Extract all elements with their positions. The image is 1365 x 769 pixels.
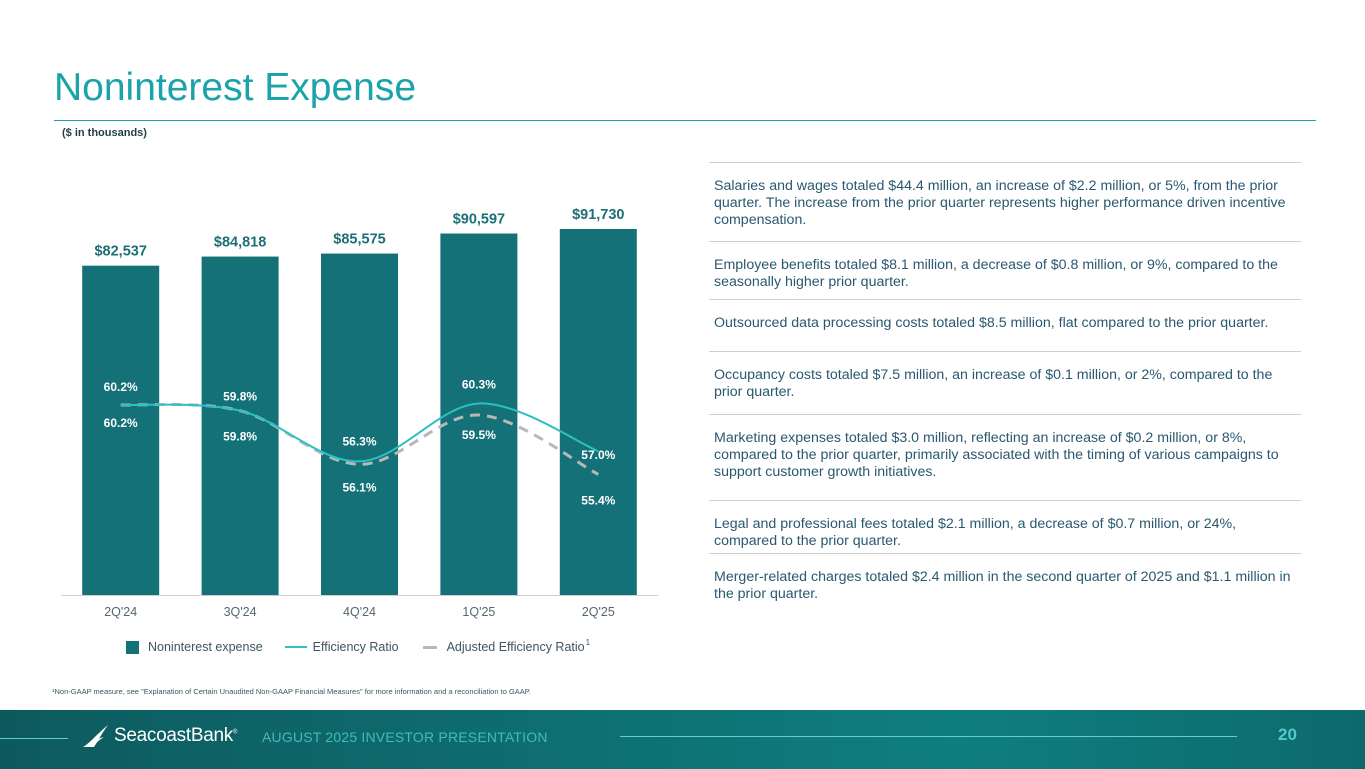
footer-line-left xyxy=(0,738,68,739)
efficiency-point-label: 60.3% xyxy=(462,377,496,391)
efficiency-point-label: 57.0% xyxy=(581,448,615,462)
adjusted-point-label: 59.5% xyxy=(462,428,496,442)
footnote: ¹Non-GAAP measure, see "Explanation of C… xyxy=(52,687,531,696)
x-tick-label: 2Q'25 xyxy=(582,605,615,619)
units-subtitle: ($ in thousands) xyxy=(62,127,147,139)
commentary-item: Employee benefits totaled $8.1 million, … xyxy=(709,241,1301,299)
adjusted-point-label: 59.8% xyxy=(223,430,257,444)
commentary-item: Marketing expenses totaled $3.0 million,… xyxy=(709,414,1301,500)
expense-chart: $82,537 2Q'24 $84,818 3Q'24 $85,575 4Q'24 $90,… xyxy=(61,207,658,619)
legend-swatch-dashed xyxy=(422,645,437,649)
adjusted-point-label: 55.4% xyxy=(581,493,615,507)
legend-label-adjusted: Adjusted Efficiency Ratio xyxy=(446,640,585,654)
seagull-logo-icon xyxy=(83,725,108,747)
bar-value-label: $90,597 xyxy=(453,212,505,228)
bar-1 xyxy=(82,265,160,595)
legend-swatch-line xyxy=(284,646,307,648)
title-divider xyxy=(54,120,1316,121)
brand-name: SeacoastBank® xyxy=(114,725,238,746)
x-tick-label: 3Q'24 xyxy=(224,605,257,619)
legend-label-efficiency: Efficiency Ratio xyxy=(312,640,399,654)
bar-value-label: $85,575 xyxy=(333,232,385,248)
bar-3 xyxy=(321,253,398,595)
efficiency-point-label: 56.3% xyxy=(342,434,376,448)
efficiency-point-label: 59.8% xyxy=(223,390,257,404)
commentary-item: Salaries and wages totaled $44.4 million… xyxy=(709,162,1301,241)
adjusted-point-label: 60.2% xyxy=(104,416,138,430)
commentary-item: Outsourced data processing costs totaled… xyxy=(709,299,1301,351)
legend-item-adjusted: Adjusted Efficiency Ratio 1 xyxy=(421,637,591,654)
commentary-item: Legal and professional fees totaled $2.1… xyxy=(709,500,1301,553)
bar-2 xyxy=(201,256,279,595)
legend-swatch-bars xyxy=(126,640,139,654)
brand-logo: SeacoastBank® xyxy=(82,723,237,749)
commentary-item: Occupancy costs totaled $7.5 million, an… xyxy=(709,351,1301,414)
bar-value-label: $84,818 xyxy=(214,235,266,251)
bar-value-label: $91,730 xyxy=(572,207,624,223)
adjusted-point-label: 56.1% xyxy=(342,480,376,494)
footer-line-right xyxy=(620,736,1237,737)
page-number: 20 xyxy=(1278,725,1297,744)
footer-bar: SeacoastBank® AUGUST 2025 INVESTOR PRESE… xyxy=(0,710,1365,769)
x-tick-label: 4Q'24 xyxy=(343,605,376,619)
page-title: Noninterest Expense xyxy=(54,66,417,109)
presentation-tagline: AUGUST 2025 INVESTOR PRESENTATION xyxy=(262,729,548,745)
x-tick-label: 1Q'25 xyxy=(462,605,495,619)
legend-item-efficiency: Efficiency Ratio xyxy=(284,640,399,654)
chart-legend: Noninterest expense Efficiency Ratio Adj… xyxy=(126,637,612,654)
efficiency-point-label: 60.2% xyxy=(104,380,138,394)
bar-5 xyxy=(559,228,637,595)
commentary-list: Salaries and wages totaled $44.4 million… xyxy=(709,162,1301,611)
legend-item-bars: Noninterest expense xyxy=(126,640,263,654)
efficiency-ratio-line xyxy=(120,402,599,463)
legend-label-bars: Noninterest expense xyxy=(148,640,263,654)
bar-value-label: $82,537 xyxy=(94,244,146,260)
commentary-item: Merger-related charges totaled $2.4 mill… xyxy=(709,553,1301,611)
x-tick-label: 2Q'24 xyxy=(104,605,137,619)
legend-footnote-mark: 1 xyxy=(585,637,591,647)
